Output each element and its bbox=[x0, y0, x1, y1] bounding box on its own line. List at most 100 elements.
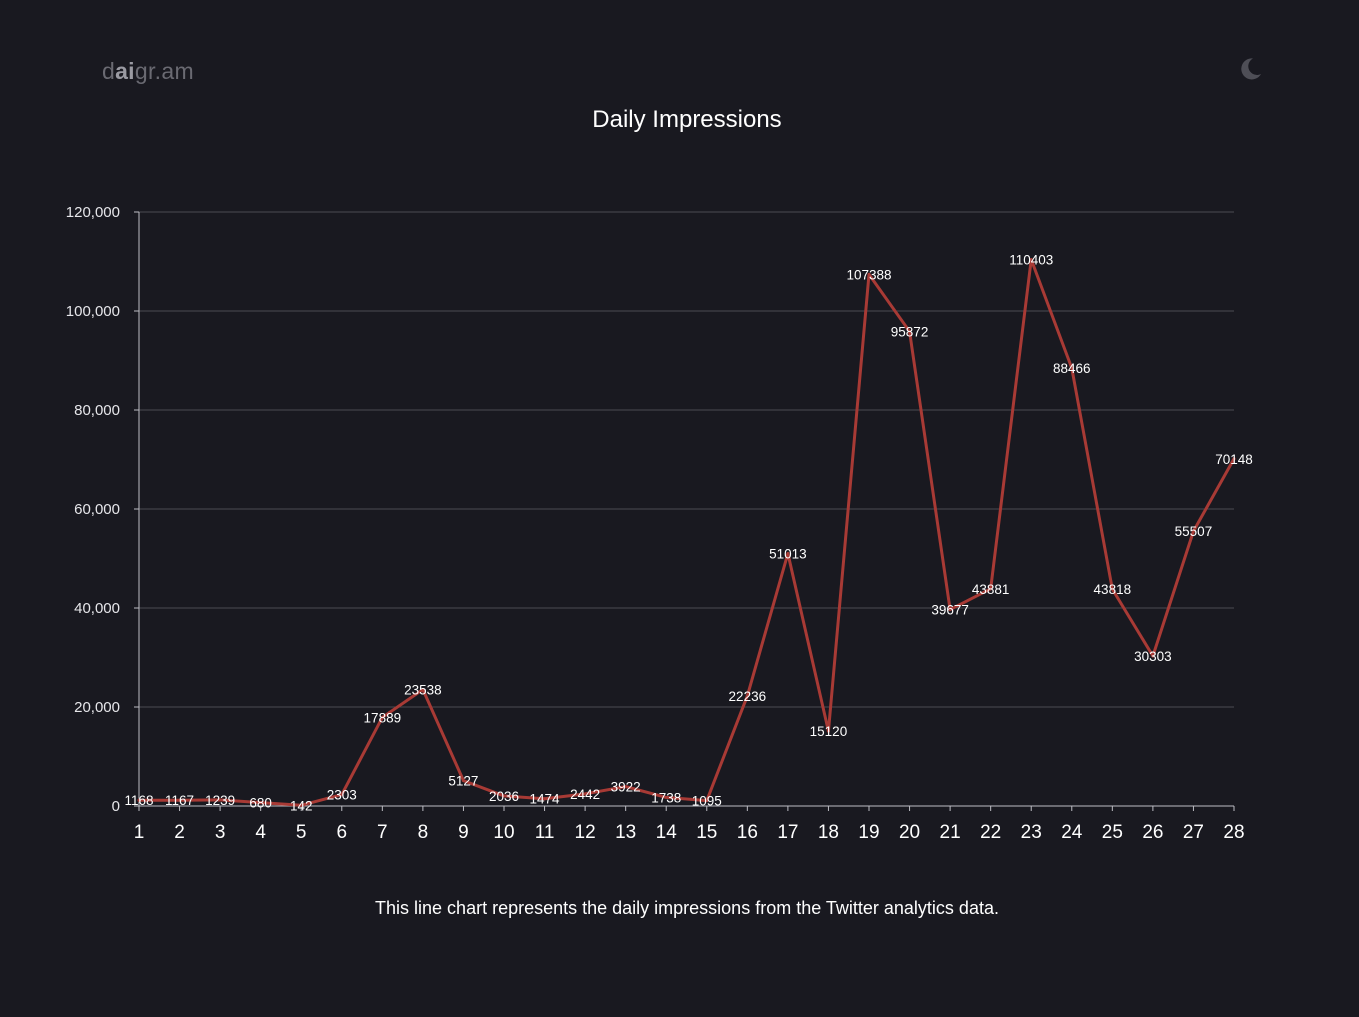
data-point bbox=[1191, 529, 1195, 533]
data-point bbox=[1110, 587, 1114, 591]
y-tick-label: 80,000 bbox=[74, 402, 120, 419]
data-label: 30303 bbox=[1134, 649, 1172, 664]
data-label: 2303 bbox=[327, 788, 357, 803]
chart-caption: This line chart represents the daily imp… bbox=[375, 898, 999, 918]
series-line-layer bbox=[137, 258, 1236, 807]
x-tick-label: 27 bbox=[1183, 822, 1204, 843]
x-tick-label: 26 bbox=[1142, 822, 1163, 843]
x-tick-label: 19 bbox=[858, 822, 879, 843]
y-tick-label: 40,000 bbox=[74, 600, 120, 617]
data-label: 1168 bbox=[124, 793, 153, 808]
x-tick-label: 1 bbox=[134, 822, 145, 843]
data-label: 110403 bbox=[1009, 253, 1053, 268]
data-label: 17889 bbox=[364, 710, 402, 725]
data-label: 680 bbox=[249, 796, 272, 811]
x-tick-label: 12 bbox=[575, 822, 596, 843]
data-label: 88466 bbox=[1053, 361, 1091, 376]
data-label: 107388 bbox=[846, 267, 891, 282]
data-label: 3922 bbox=[611, 780, 641, 795]
x-tick-label: 22 bbox=[980, 822, 1001, 843]
x-tick-label: 20 bbox=[899, 822, 920, 843]
x-tick-label: 17 bbox=[777, 822, 798, 843]
data-point bbox=[543, 797, 547, 801]
data-label: 142 bbox=[290, 798, 313, 813]
grid-lines bbox=[139, 211, 1234, 807]
moon-icon bbox=[1241, 58, 1261, 80]
data-point bbox=[948, 608, 952, 612]
data-point bbox=[1029, 258, 1033, 262]
x-tick-label: 10 bbox=[493, 822, 514, 843]
data-point bbox=[137, 798, 141, 802]
data-point bbox=[380, 715, 384, 719]
series-line bbox=[137, 258, 1236, 807]
data-point bbox=[1232, 457, 1236, 461]
x-tick-label: 9 bbox=[458, 822, 469, 843]
data-label: 23538 bbox=[404, 682, 442, 697]
y-tick-label: 120,000 bbox=[66, 204, 120, 221]
data-point bbox=[624, 785, 628, 789]
x-tick-label: 3 bbox=[215, 822, 226, 843]
data-point bbox=[299, 803, 303, 807]
data-label: 2036 bbox=[489, 789, 519, 804]
x-tick-label: 4 bbox=[255, 822, 266, 843]
data-label: 39677 bbox=[931, 603, 969, 618]
x-tick-label: 11 bbox=[535, 822, 555, 843]
y-tick-label: 20,000 bbox=[74, 699, 120, 716]
data-point bbox=[502, 794, 506, 798]
x-tick-label: 6 bbox=[336, 822, 347, 843]
data-point bbox=[826, 729, 830, 733]
x-tick-label: 24 bbox=[1061, 822, 1083, 843]
data-label: 1239 bbox=[205, 793, 235, 808]
y-tick-label: 100,000 bbox=[66, 303, 120, 320]
data-label: 1167 bbox=[165, 793, 194, 808]
data-point bbox=[745, 694, 749, 698]
y-tick-label: 0 bbox=[112, 798, 120, 815]
data-point bbox=[583, 792, 587, 796]
data-point bbox=[786, 551, 790, 555]
data-label: 2442 bbox=[570, 787, 600, 802]
data-label: 43818 bbox=[1094, 582, 1132, 597]
x-tick-label: 16 bbox=[737, 822, 758, 843]
x-tick-label: 15 bbox=[696, 822, 717, 843]
chart-title: Daily Impressions bbox=[592, 106, 782, 133]
data-point bbox=[259, 801, 263, 805]
data-label: 95872 bbox=[891, 324, 929, 339]
data-point bbox=[664, 795, 668, 799]
data-point bbox=[461, 779, 465, 783]
y-tick-label: 60,000 bbox=[74, 501, 120, 518]
x-tick-label: 7 bbox=[377, 822, 388, 843]
brand-prefix: d bbox=[102, 58, 116, 84]
data-label: 1095 bbox=[692, 794, 722, 809]
x-tick-label: 13 bbox=[615, 822, 636, 843]
x-tick-label: 21 bbox=[940, 822, 961, 843]
data-point bbox=[989, 587, 993, 591]
brand-suffix: gr.am bbox=[134, 58, 194, 84]
theme-toggle-button[interactable] bbox=[1236, 55, 1264, 83]
data-label: 5127 bbox=[448, 774, 478, 789]
data-point bbox=[340, 793, 344, 797]
data-label: 1474 bbox=[530, 792, 561, 807]
axes: 0 20,000 40,000 60,000 80,000 100,000 120,000 1… bbox=[66, 204, 1245, 843]
data-label: 51013 bbox=[769, 546, 807, 561]
x-tick-label: 5 bbox=[296, 822, 307, 843]
data-label: 55507 bbox=[1175, 524, 1213, 539]
data-point bbox=[218, 798, 222, 802]
brand-logo[interactable]: daigr.am bbox=[102, 58, 194, 85]
x-tick-label: 18 bbox=[818, 822, 839, 843]
data-point bbox=[867, 272, 871, 276]
data-point bbox=[178, 798, 182, 802]
brand-accent: ai bbox=[115, 58, 135, 84]
data-label: 22236 bbox=[729, 689, 767, 704]
x-tick-label: 8 bbox=[418, 822, 429, 843]
x-tick-label: 25 bbox=[1102, 822, 1123, 843]
data-label: 43881 bbox=[972, 582, 1010, 597]
data-label: 15120 bbox=[810, 724, 848, 739]
data-point bbox=[1151, 654, 1155, 658]
data-point bbox=[1070, 366, 1074, 370]
x-tick-label: 28 bbox=[1223, 822, 1244, 843]
data-point bbox=[421, 687, 425, 691]
data-point bbox=[705, 799, 709, 803]
